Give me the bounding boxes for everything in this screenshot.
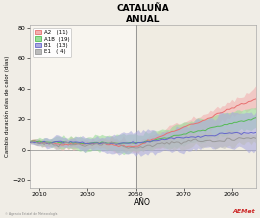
Text: © Agencia Estatal de Meteorología: © Agencia Estatal de Meteorología: [5, 212, 57, 216]
Legend: A2   (11), A1B  (19), B1   (13), E1   ( 4): A2 (11), A1B (19), B1 (13), E1 ( 4): [32, 28, 72, 57]
Text: AEMet: AEMet: [232, 209, 255, 214]
Bar: [135, 25, 256, 188]
X-axis label: AÑO: AÑO: [134, 198, 151, 207]
Y-axis label: Cambio duración olas de calor (días): Cambio duración olas de calor (días): [4, 56, 10, 157]
Title: CATALUÑA
ANUAL: CATALUÑA ANUAL: [116, 4, 169, 24]
